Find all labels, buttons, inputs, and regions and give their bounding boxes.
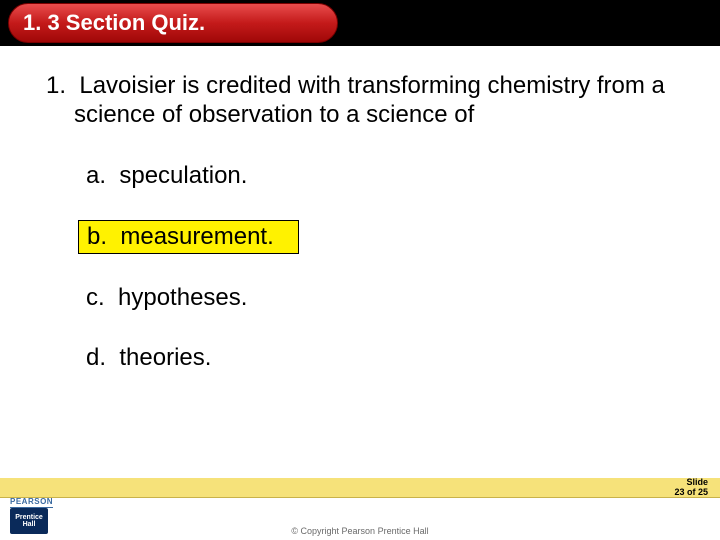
option-b: b. measurement.: [78, 220, 700, 282]
question-number: 1.: [46, 72, 66, 99]
section-title: 1. 3 Section Quiz.: [23, 10, 205, 36]
title-bar: 1. 3 Section Quiz.: [0, 0, 720, 46]
copyright-text: © Copyright Pearson Prentice Hall: [0, 526, 720, 536]
question-text: 1. Lavoisier is credited with transformi…: [46, 72, 700, 130]
question-body: Lavoisier is credited with transforming …: [74, 72, 665, 128]
option-a: a. speculation.: [78, 160, 700, 220]
option-c: c. hypotheses.: [78, 282, 700, 342]
option-d: d. theories.: [78, 342, 700, 402]
options-list: a. speculation. b. measurement. c. hypot…: [46, 160, 700, 402]
footer-strip: Slide 23 of 25: [0, 478, 720, 498]
content-area: 1. Lavoisier is credited with transformi…: [46, 72, 700, 402]
title-pill: 1. 3 Section Quiz.: [8, 3, 338, 43]
slide-counter: Slide 23 of 25: [674, 478, 708, 497]
